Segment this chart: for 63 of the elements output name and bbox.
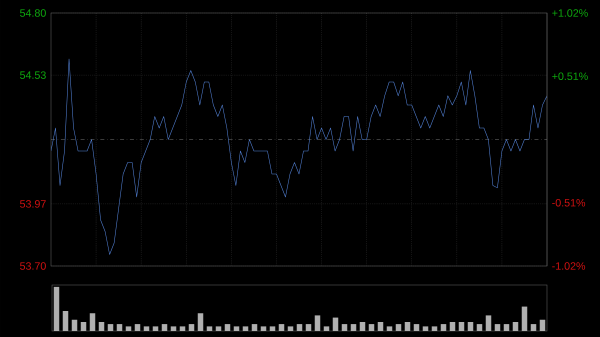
bar <box>270 326 276 331</box>
bar <box>126 326 132 331</box>
bar <box>72 320 78 331</box>
bar <box>62 311 68 331</box>
bar <box>540 320 546 331</box>
bar <box>216 326 222 331</box>
bar <box>224 324 230 331</box>
bar <box>314 315 320 331</box>
y-tick-label: 53.97 <box>20 200 46 208</box>
bar <box>152 326 158 331</box>
bar <box>206 326 212 331</box>
y-tick-label: 54.80 <box>20 9 46 17</box>
bar <box>368 324 374 331</box>
bar <box>432 326 438 331</box>
bar <box>198 313 204 331</box>
bar <box>260 326 266 331</box>
y2-tick-label: -1.02% <box>552 262 586 270</box>
bar <box>396 324 402 331</box>
bar <box>98 322 104 331</box>
y2-tick-label: +0.51% <box>552 72 588 80</box>
bar <box>324 326 330 331</box>
bar <box>458 322 464 331</box>
bar <box>242 326 248 331</box>
bar <box>486 315 492 331</box>
bar <box>80 322 86 331</box>
bar <box>162 324 168 331</box>
bar <box>512 322 518 331</box>
bar <box>288 326 294 331</box>
y2-tick-label: +1.02% <box>552 9 588 17</box>
bar <box>476 324 482 331</box>
bar <box>108 324 114 331</box>
bar <box>332 318 338 331</box>
bar <box>386 326 392 331</box>
bar <box>134 324 140 331</box>
bar <box>144 326 150 331</box>
bar <box>404 322 410 331</box>
bar <box>422 326 428 331</box>
bar <box>252 324 258 331</box>
bar <box>188 324 194 331</box>
bar <box>350 324 356 331</box>
bar <box>378 322 384 331</box>
bar <box>468 322 474 331</box>
y2-tick-label: -0.51% <box>552 198 586 207</box>
bar <box>54 286 60 331</box>
bar <box>414 324 420 331</box>
y-tick-label: 54.53 <box>20 71 46 79</box>
bar <box>360 322 366 331</box>
bar <box>170 326 176 331</box>
bar <box>116 324 122 331</box>
bar <box>342 324 348 331</box>
bar <box>180 326 186 331</box>
y-tick-label: 53.70 <box>20 262 46 270</box>
bar <box>234 326 240 331</box>
bar <box>522 306 528 331</box>
bar <box>90 313 96 331</box>
bar <box>296 324 302 331</box>
bar <box>450 322 456 331</box>
bar <box>494 324 500 331</box>
bar <box>278 324 284 331</box>
bar <box>440 324 446 331</box>
bar <box>530 324 536 331</box>
bar <box>306 324 312 331</box>
bar <box>504 324 510 331</box>
